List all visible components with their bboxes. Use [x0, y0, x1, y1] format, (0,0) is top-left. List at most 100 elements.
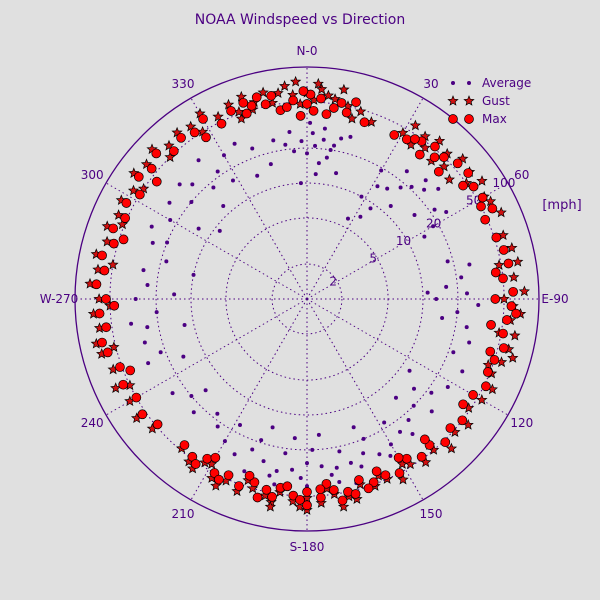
max-point-36 — [410, 134, 420, 144]
legend-marker-gust-a — [447, 95, 459, 106]
average-point-117 — [191, 272, 196, 277]
legend-label-average: Average — [482, 76, 531, 90]
max-point-37 — [491, 232, 502, 243]
max-point-33 — [476, 201, 486, 212]
radial-tick-label-100: 100 — [492, 176, 515, 190]
average-point-131 — [221, 203, 226, 208]
average-point-126 — [215, 169, 220, 174]
angular-tick-label-180: S-180 — [290, 540, 325, 554]
average-point-108 — [154, 310, 159, 315]
angular-tick-label-300: 300 — [81, 168, 104, 182]
gust-point-13 — [338, 83, 350, 95]
average-point-86 — [237, 423, 242, 428]
max-point-119 — [176, 132, 186, 143]
max-point-14 — [359, 117, 370, 128]
average-point-44 — [464, 325, 469, 330]
average-point-20 — [322, 126, 327, 131]
max-point-126 — [109, 300, 120, 311]
legend-label-gust: Gust — [482, 94, 510, 108]
max-point-11 — [266, 91, 277, 101]
average-point-51 — [425, 290, 430, 295]
max-point-112 — [120, 213, 131, 223]
max-point-50 — [490, 294, 501, 304]
max-point-80 — [371, 466, 382, 477]
max-point-7 — [295, 111, 306, 121]
max-point-76 — [209, 468, 220, 478]
max-point-3 — [328, 103, 339, 113]
average-point-14 — [268, 162, 273, 167]
average-point-33 — [368, 206, 373, 211]
average-point-29 — [423, 178, 428, 183]
gust-point-55 — [507, 352, 519, 363]
average-point-81 — [410, 432, 415, 437]
average-point-26 — [422, 187, 427, 192]
max-point-77 — [202, 453, 213, 464]
max-point-115 — [133, 171, 144, 182]
max-point-20 — [401, 134, 412, 145]
series-average — [129, 120, 481, 489]
max-point-5 — [260, 99, 271, 110]
max-point-72 — [261, 484, 272, 495]
max-point-95 — [252, 492, 263, 503]
gust-point-27 — [476, 175, 488, 186]
average-point-107 — [145, 325, 150, 330]
max-point-41 — [508, 286, 518, 297]
gust-point-42 — [518, 285, 530, 297]
series-layer — [84, 75, 530, 515]
radial-tick-label-20: 20 — [426, 217, 441, 231]
average-point-58 — [398, 429, 403, 434]
angular-tick-label-90: E-90 — [541, 292, 568, 306]
average-point-85 — [259, 438, 264, 443]
max-point-47 — [482, 367, 493, 377]
average-point-25 — [409, 184, 414, 189]
max-point-124 — [238, 97, 249, 108]
gust-point-75 — [246, 482, 259, 494]
average-point-12 — [305, 151, 309, 156]
average-point-71 — [222, 439, 227, 444]
average-point-110 — [145, 283, 150, 288]
average-point-48 — [467, 262, 472, 267]
average-point-98 — [270, 425, 275, 430]
gust-point-56 — [476, 393, 488, 405]
max-point-35 — [429, 152, 440, 163]
average-point-121 — [168, 218, 173, 223]
max-point-69 — [302, 487, 312, 497]
max-point-82 — [321, 478, 332, 489]
average-point-68 — [261, 459, 266, 464]
max-point-99 — [131, 392, 142, 403]
max-point-106 — [101, 294, 111, 304]
average-point-63 — [334, 465, 339, 470]
max-point-101 — [115, 362, 125, 372]
gust-point-25 — [457, 152, 469, 164]
average-point-43 — [455, 310, 460, 315]
average-point-45 — [467, 340, 472, 345]
gust-point-17 — [312, 77, 324, 89]
max-point-63 — [380, 470, 391, 481]
average-point-132 — [230, 178, 235, 183]
average-point-100 — [305, 484, 309, 489]
max-point-43 — [502, 315, 512, 325]
gust-point-23 — [433, 135, 446, 146]
gust-point-118 — [171, 126, 183, 138]
average-point-18 — [287, 130, 292, 135]
average-point-93 — [429, 390, 434, 395]
average-point-136 — [217, 228, 222, 233]
legend-marker-average-b — [467, 81, 471, 85]
average-point-64 — [319, 464, 324, 469]
max-point-29 — [389, 130, 400, 140]
max-point-62 — [394, 468, 405, 478]
max-point-121 — [198, 114, 208, 124]
max-point-44 — [498, 328, 508, 339]
max-point-23 — [439, 152, 449, 163]
average-point-89 — [189, 394, 194, 399]
grid-layer: 25102050100N-03060E-90120150S-180210240W… — [40, 44, 569, 554]
angular-tick-label-270: W-270 — [40, 292, 79, 306]
angular-tick-label-240: 240 — [81, 416, 104, 430]
max-point-108 — [99, 265, 110, 276]
average-point-36 — [444, 210, 449, 215]
gust-point-121 — [212, 110, 224, 122]
average-point-77 — [298, 476, 303, 481]
angular-tick-label-150: 150 — [420, 507, 443, 521]
max-point-46 — [489, 355, 500, 365]
average-point-109 — [133, 297, 138, 301]
